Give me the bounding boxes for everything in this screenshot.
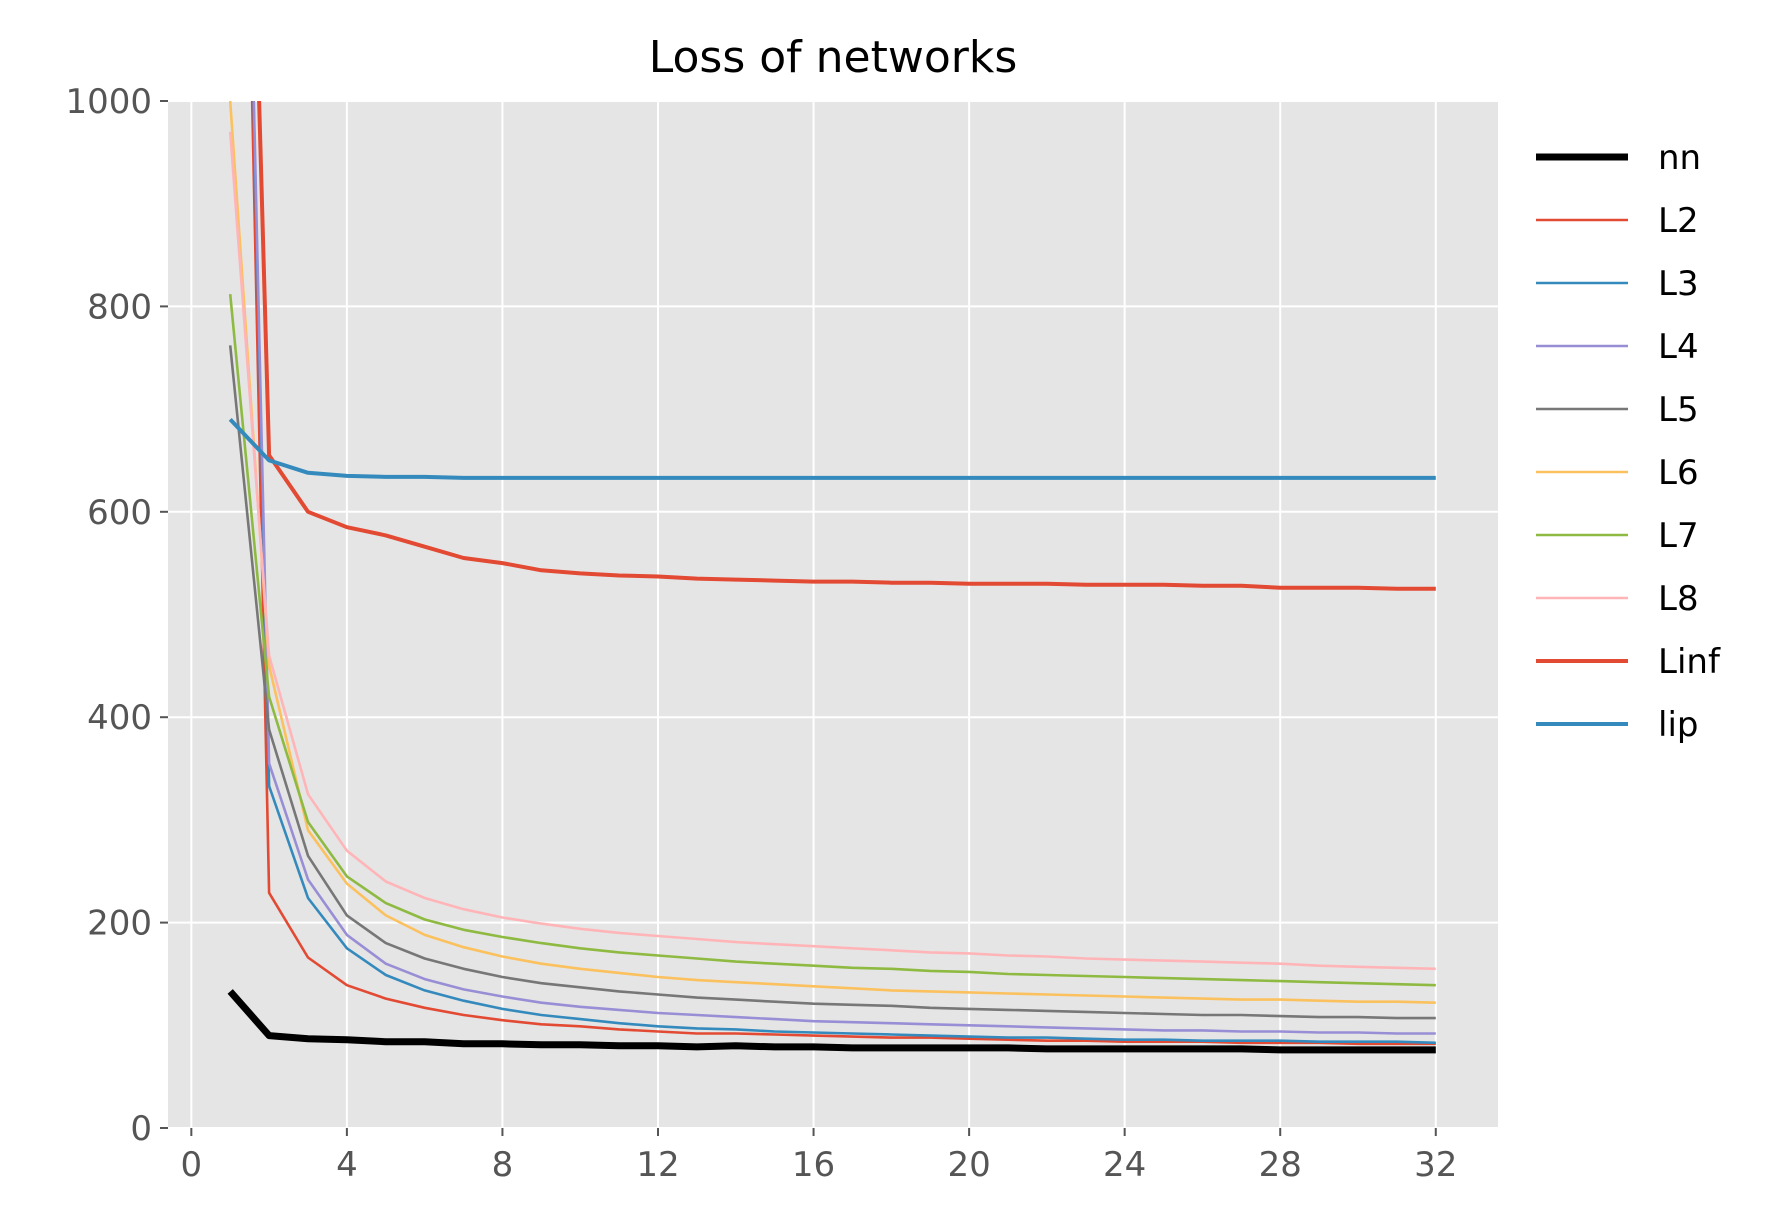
x-tick-label: 28 — [1259, 1145, 1302, 1185]
series-line-lip — [228, 418, 1436, 480]
series-line-l2 — [250, 101, 1436, 1046]
legend-label-lip: lip — [1658, 705, 1698, 745]
y-tick-label: 600 — [87, 493, 152, 533]
y-tick-label: 1000 — [65, 82, 152, 122]
x-tick-label: 20 — [947, 1145, 990, 1185]
axis-ticks: 0 4 8 12 16 20 24 28 32 0 200 400 600 800 1000 — [65, 82, 1457, 1185]
series-line-l7 — [228, 293, 1436, 987]
legend-label-l3: L3 — [1658, 264, 1699, 304]
x-tick-label: 4 — [336, 1145, 358, 1185]
legend-label-l7: L7 — [1658, 516, 1699, 556]
series-line-l6 — [228, 101, 1436, 1004]
series-line-nn — [227, 989, 1436, 1054]
y-tick-label: 800 — [87, 287, 152, 327]
plot-background — [168, 101, 1498, 1128]
series-line-l4 — [252, 101, 1436, 1035]
series-line-l5 — [228, 345, 1436, 1020]
legend-label-l4: L4 — [1658, 327, 1699, 367]
series-line-linf — [257, 101, 1436, 591]
x-tick-label: 16 — [792, 1145, 835, 1185]
grid-lines — [168, 100, 1498, 1129]
legend: nn L2 L3 L4 L5 L6 L7 L8 Linf lip — [1536, 138, 1721, 745]
series-lines — [227, 101, 1436, 1054]
series-line-l3 — [252, 101, 1436, 1045]
x-tick-label: 12 — [636, 1145, 679, 1185]
y-tick-label: 400 — [87, 698, 152, 738]
legend-label-nn: nn — [1658, 138, 1701, 178]
y-tick-label: 0 — [130, 1109, 152, 1149]
legend-label-l8: L8 — [1658, 579, 1699, 619]
legend-label-l2: L2 — [1658, 201, 1699, 241]
x-tick-label: 8 — [492, 1145, 514, 1185]
x-tick-label: 0 — [181, 1145, 203, 1185]
legend-label-l5: L5 — [1658, 390, 1699, 430]
y-tick-label: 200 — [87, 904, 152, 944]
x-tick-label: 32 — [1414, 1145, 1457, 1185]
x-tick-label: 24 — [1103, 1145, 1146, 1185]
chart-title: Loss of networks — [649, 32, 1018, 83]
series-line-l8 — [228, 131, 1436, 971]
legend-label-l6: L6 — [1658, 453, 1699, 493]
legend-label-linf: Linf — [1658, 642, 1721, 682]
